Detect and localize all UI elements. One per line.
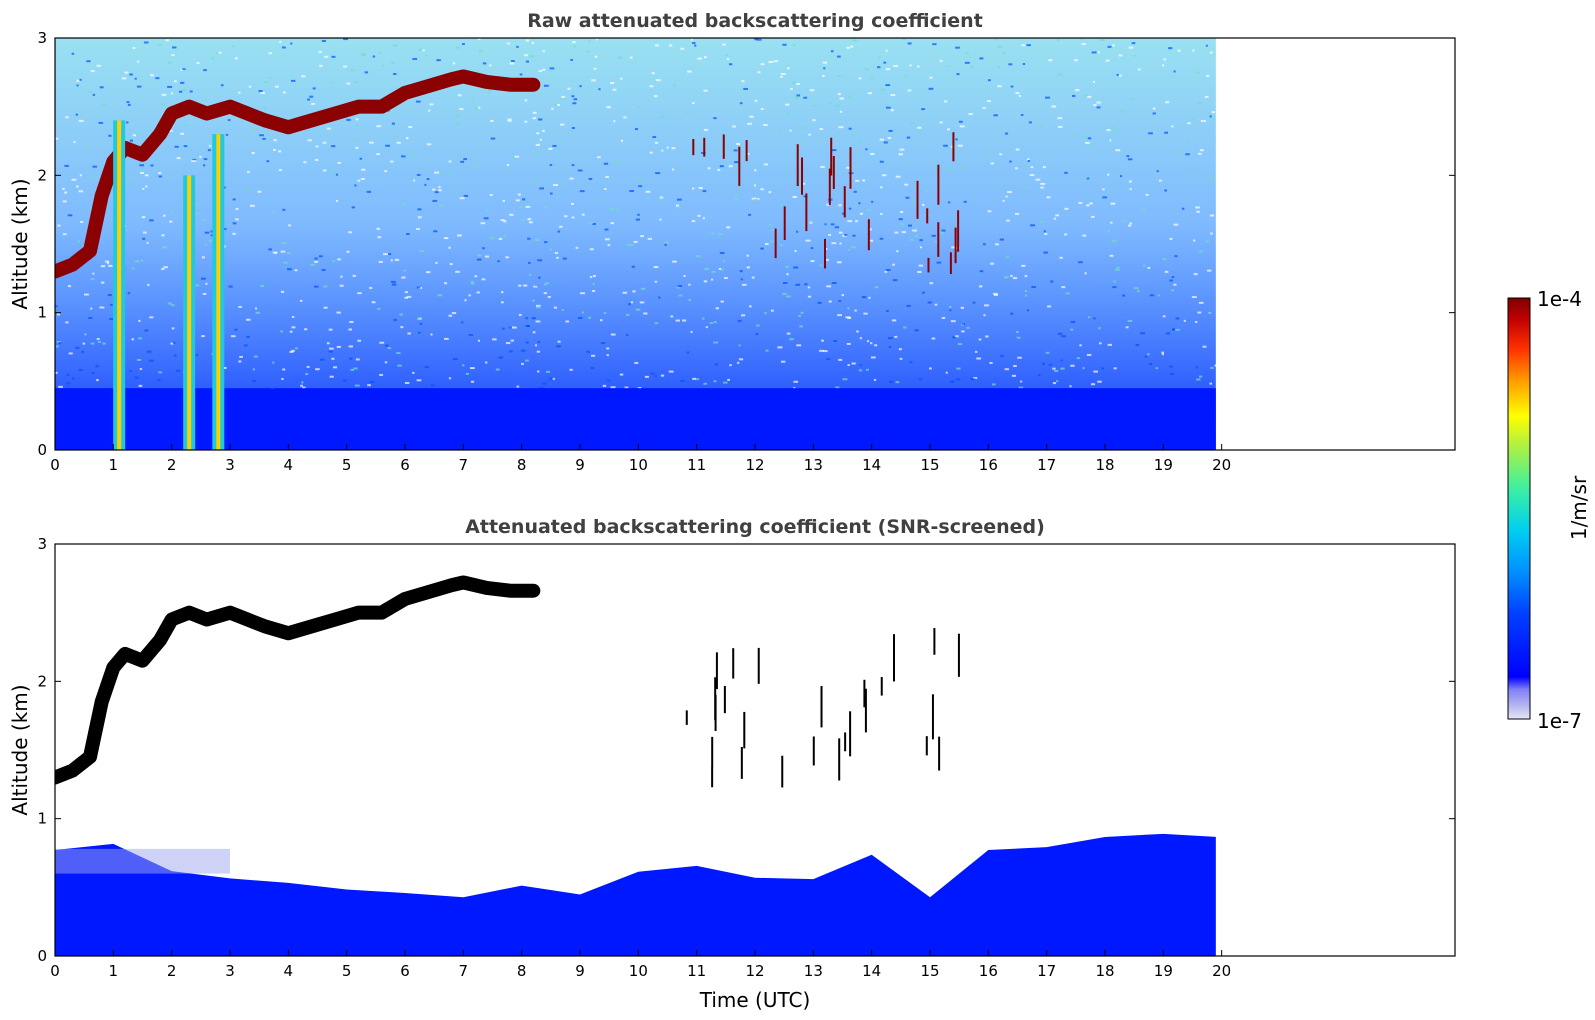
x-tick-label: 2 [167,456,177,474]
cloud-fragments [685,628,960,788]
y-tick-label: 2 [37,166,47,184]
precip-streak-core [117,120,122,450]
boundary-layer [55,388,1216,450]
x-tick-label: 17 [1037,962,1056,980]
x-tick-label: 14 [862,962,881,980]
cloud-layer [55,575,541,785]
x-tick-label: 4 [284,456,294,474]
colorbar-min-label: 1e-7 [1537,709,1582,733]
noise-speckle [55,38,1219,403]
x-tick-label: 15 [920,456,939,474]
colorbar: 1e-4 1e-7 1/m/sr [1507,287,1591,733]
x-tick-label: 8 [517,962,527,980]
x-tick-label: 16 [979,456,998,474]
xlabel-time: Time (UTC) [699,988,811,1012]
colorbar-unit-label: 1/m/sr [1567,475,1591,540]
x-tick-label: 9 [575,456,585,474]
precip-streak-core [216,134,221,450]
x-tick-label: 14 [862,456,881,474]
x-tick-label: 8 [517,456,527,474]
x-tick-label: 4 [284,962,294,980]
x-tick-label: 3 [225,962,235,980]
ylabel-screened: Altitude (km) [8,684,32,815]
plot-area-screened [55,575,1216,956]
x-tick-label: 5 [342,456,352,474]
x-tick-label: 3 [225,456,235,474]
x-tick-label: 17 [1037,456,1056,474]
panel-raw: Raw attenuated backscattering coefficien… [8,10,1456,474]
y-tick-label: 3 [37,535,47,553]
colorbar-max-label: 1e-4 [1537,287,1582,311]
x-tick-label: 12 [745,962,764,980]
x-tick-label: 7 [459,962,469,980]
x-tick-label: 16 [979,962,998,980]
x-tick-label: 9 [575,962,585,980]
y-tick-label: 1 [37,304,47,322]
plot-area-raw [55,38,1219,450]
panel-title-screened: Attenuated backscattering coefficient (S… [465,516,1045,538]
x-tick-label: 10 [629,962,648,980]
x-tick-label: 13 [804,962,823,980]
y-tick-label: 0 [37,441,47,459]
ylabel-raw: Altitude (km) [8,178,32,309]
x-tick-label: 12 [745,456,764,474]
x-tick-label: 15 [920,962,939,980]
y-tick-label: 1 [37,810,47,828]
panel-title-raw: Raw attenuated backscattering coefficien… [527,10,983,32]
y-tick-label: 2 [37,672,47,690]
x-tick-label: 19 [1154,962,1173,980]
x-tick-label: 19 [1154,456,1173,474]
x-tick-label: 1 [109,456,119,474]
x-tick-label: 20 [1212,962,1231,980]
x-tick-label: 2 [167,962,177,980]
cloud-fragments [692,132,960,275]
x-tick-label: 6 [400,962,410,980]
x-tick-label: 6 [400,456,410,474]
x-tick-label: 11 [687,456,706,474]
x-tick-label: 0 [50,962,60,980]
x-tick-label: 18 [1095,962,1114,980]
x-tick-label: 5 [342,962,352,980]
panel-screened: Attenuated backscattering coefficient (S… [8,516,1456,1012]
boundary-layer-screened [55,833,1216,956]
precip-streak-core [187,175,192,450]
x-tick-label: 0 [50,456,60,474]
bl-top-band [55,848,230,874]
x-tick-label: 7 [459,456,469,474]
x-tick-label: 13 [804,456,823,474]
colorbar-gradient [1507,297,1531,720]
x-tick-label: 10 [629,456,648,474]
y-tick-label: 3 [37,29,47,47]
x-tick-label: 1 [109,962,119,980]
y-tick-label: 0 [37,947,47,965]
x-tick-label: 18 [1095,456,1114,474]
x-tick-label: 20 [1212,456,1231,474]
x-tick-label: 11 [687,962,706,980]
